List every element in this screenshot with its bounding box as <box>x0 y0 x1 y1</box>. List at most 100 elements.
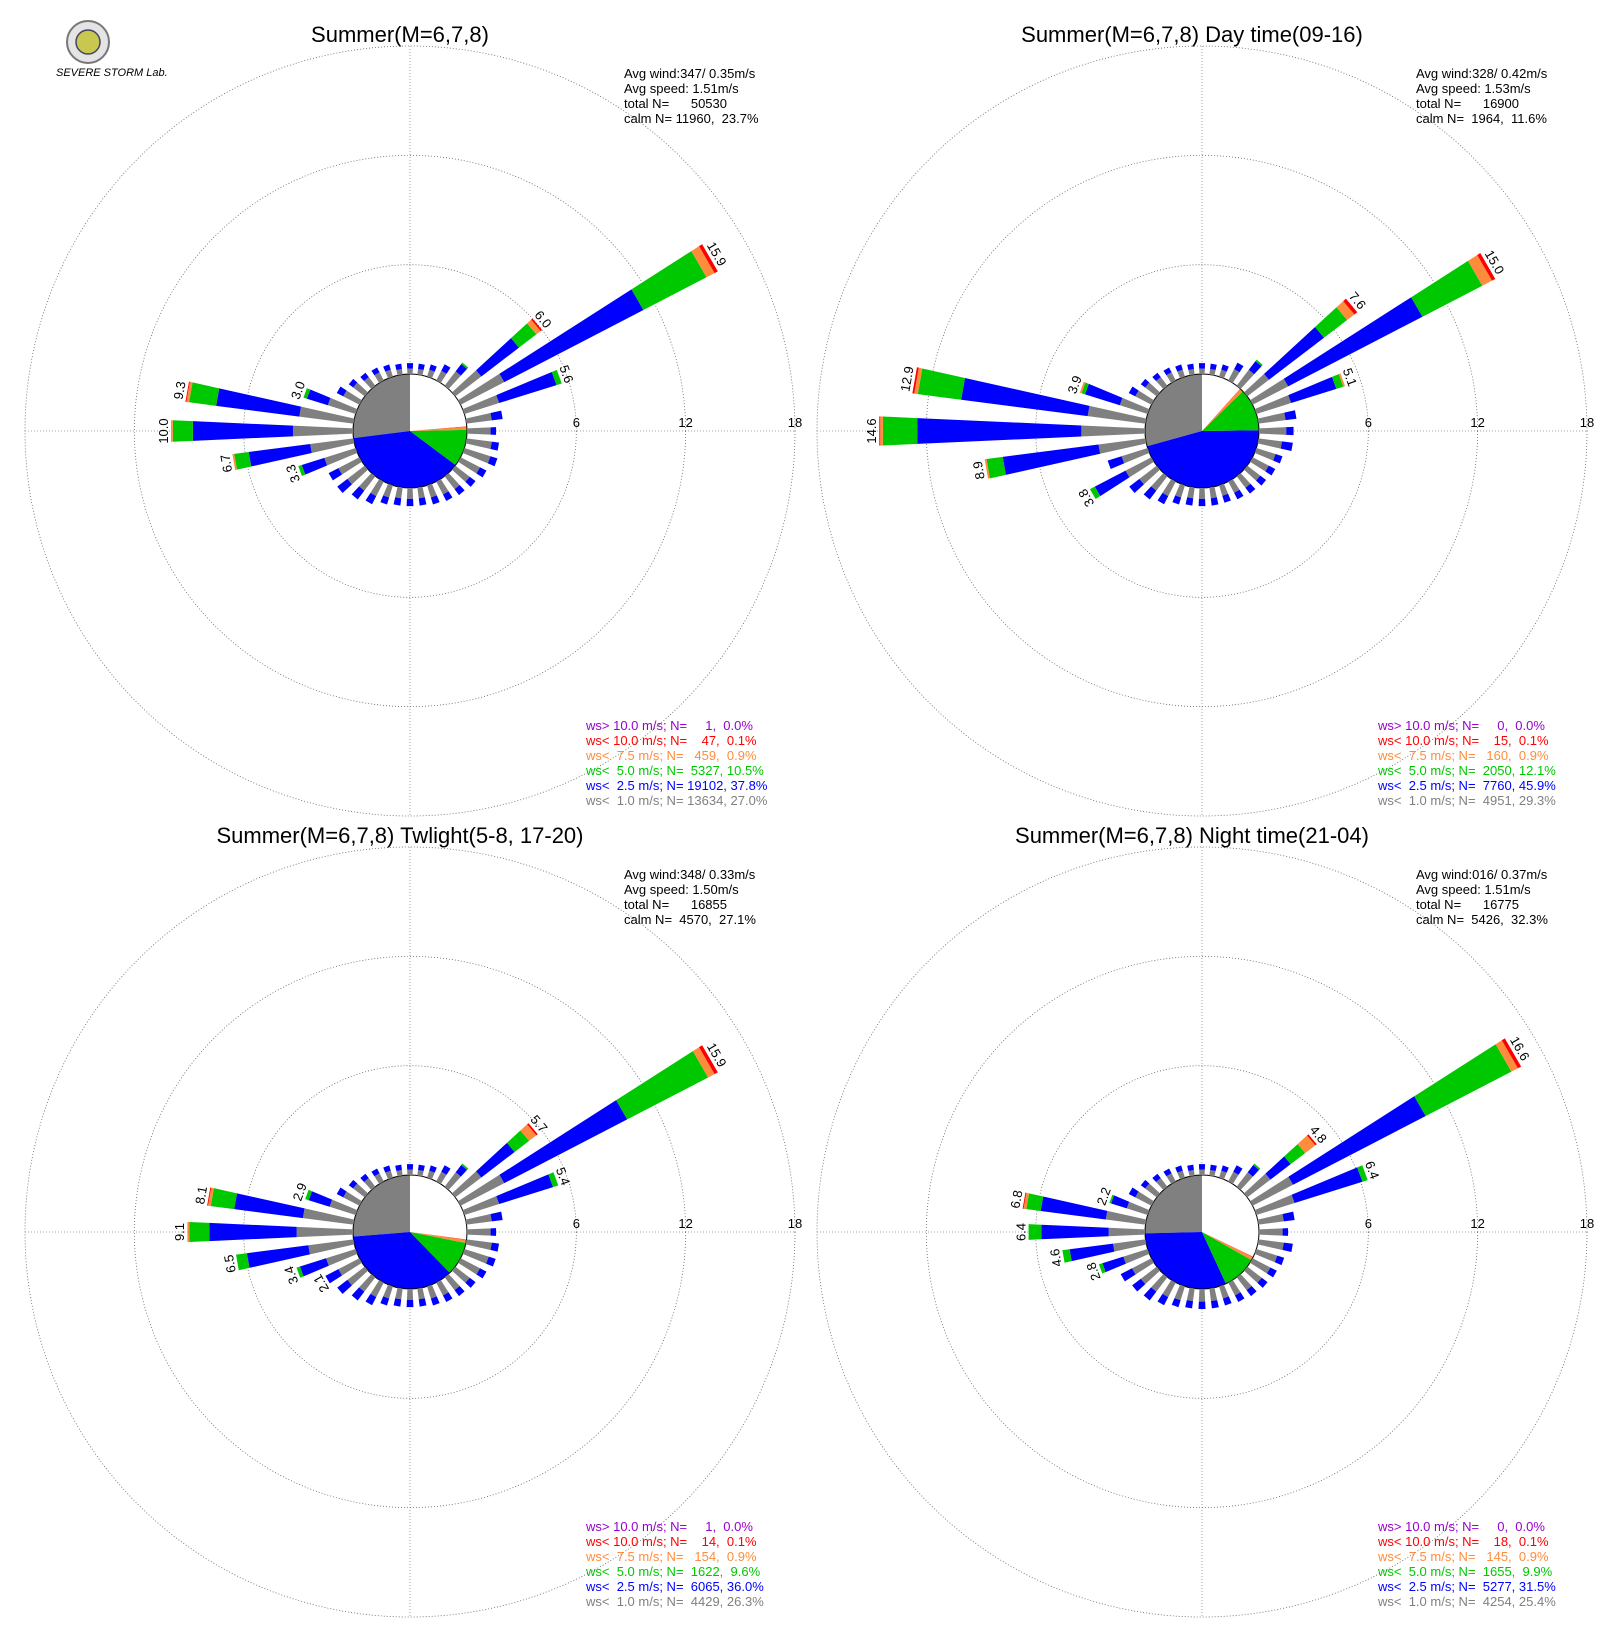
petal-segment <box>1254 448 1276 461</box>
stats-line: total N= 50530 <box>624 96 727 111</box>
grid-ring <box>925 955 1479 1509</box>
petal-segment <box>1023 1192 1030 1210</box>
petal-segment <box>427 483 437 498</box>
petal-total-label: 6.7 <box>217 453 235 473</box>
petal-segment <box>406 1288 414 1300</box>
petal-segment <box>1219 1170 1227 1180</box>
petal-segment <box>490 427 497 435</box>
petal-segment <box>348 1179 358 1189</box>
stats-line: total N= 16855 <box>624 897 727 912</box>
petal-segment <box>631 251 707 311</box>
petal-segment <box>306 389 331 406</box>
petal-segment <box>466 1228 491 1236</box>
petal-segment <box>462 395 500 414</box>
legend-entry: ws< 7.5 m/s; N= 145, 0.9% <box>1377 1549 1549 1564</box>
petal-segment <box>1174 1284 1185 1301</box>
legend-entry: ws< 2.5 m/s; N= 19102, 37.8% <box>585 778 768 793</box>
pie-slice <box>1144 1175 1202 1234</box>
petal-segment <box>1250 1258 1271 1274</box>
petal-segment <box>1087 405 1147 424</box>
petal-segment <box>917 368 965 400</box>
petal-segment <box>1171 1298 1181 1308</box>
petal-segment <box>961 378 1090 417</box>
petal-segment <box>207 1187 212 1206</box>
petal-total-label: 6.4 <box>1013 1223 1028 1241</box>
pie-slice <box>1202 388 1243 431</box>
grid-ring <box>24 45 796 817</box>
petal-segment <box>510 323 537 348</box>
petal-segment <box>691 246 715 278</box>
petal-segment <box>1198 487 1206 499</box>
petal-segment <box>1102 1256 1126 1273</box>
petal-segment <box>324 448 358 466</box>
grid-ring <box>816 45 1588 817</box>
petal-segment <box>1338 373 1346 387</box>
petal-segment <box>374 1173 384 1184</box>
petal-segment <box>442 491 453 502</box>
petal-segment <box>406 498 414 507</box>
petal-segment <box>1210 497 1219 506</box>
petal-segment <box>385 1170 393 1180</box>
petal-segment <box>1264 327 1325 380</box>
petal-segment <box>1041 1224 1109 1240</box>
petal-segment <box>1123 1249 1150 1264</box>
petal-segment <box>1128 386 1139 397</box>
petal-segment <box>406 487 414 499</box>
petal-segment <box>1188 369 1195 376</box>
petal-segment <box>1250 457 1269 472</box>
petal-segment <box>487 456 498 467</box>
pie-slice <box>1202 1232 1254 1258</box>
legend-entry: ws< 7.5 m/s; N= 459, 0.9% <box>585 748 757 763</box>
petal-segment <box>1282 1228 1289 1236</box>
r-tick-label: 18 <box>1580 415 1594 430</box>
legend-entry: ws< 5.0 m/s; N= 1655, 9.9% <box>1377 1564 1553 1579</box>
legend-entry: ws< 1.0 m/s; N= 4254, 25.4% <box>1377 1594 1556 1609</box>
petal-segment <box>1143 1287 1157 1301</box>
petal-segment <box>1266 1267 1277 1278</box>
petal-segment <box>364 377 376 390</box>
petal-segment <box>343 1191 362 1206</box>
petal-segment <box>248 443 312 467</box>
petal-segment <box>192 421 293 441</box>
petal-segment <box>427 1284 437 1299</box>
legend-entry: ws< 2.5 m/s; N= 6065, 36.0% <box>585 1579 764 1594</box>
petal-segment <box>246 1245 310 1268</box>
petal-segment <box>299 406 355 424</box>
petal-segment <box>1125 457 1154 478</box>
petal-segment <box>351 1287 365 1301</box>
petal-segment <box>417 486 425 499</box>
petal-segment <box>1126 1201 1150 1215</box>
petal-segment <box>1152 1173 1161 1182</box>
legend-entry: ws< 5.0 m/s; N= 5327, 10.5% <box>585 763 764 778</box>
petal-segment <box>337 478 352 494</box>
petal-segment <box>1187 1164 1194 1172</box>
petal-segment <box>1282 1211 1295 1222</box>
petal-segment <box>1166 372 1176 383</box>
r-tick-label: 6 <box>573 1216 580 1231</box>
petal-segment <box>1254 1194 1295 1215</box>
petal-segment <box>325 1269 343 1284</box>
petal-segment <box>1098 438 1147 454</box>
petal-segment <box>232 453 238 471</box>
petal-segment <box>880 416 883 446</box>
petal-segment <box>1140 1179 1150 1189</box>
petal-segment <box>1121 448 1150 464</box>
petal-total-label: 3.0 <box>288 379 308 401</box>
petal-segment <box>1152 372 1161 381</box>
petal-segment <box>1210 363 1217 371</box>
petal-segment <box>1109 1194 1115 1204</box>
petal-segment <box>1040 1196 1108 1220</box>
petal-segment <box>496 1174 554 1205</box>
petal-segment <box>328 468 343 481</box>
petal-segment <box>418 363 425 371</box>
petal-segment <box>1120 1268 1136 1282</box>
petal-segment <box>336 386 347 397</box>
petal-segment <box>395 1164 402 1172</box>
petal-segment <box>336 1187 347 1198</box>
grid-ring <box>133 955 687 1509</box>
petal-segment <box>1243 1266 1262 1283</box>
petal-segment <box>1094 470 1130 497</box>
petal-segment <box>1414 1044 1512 1117</box>
petal-segment <box>1140 378 1150 388</box>
petal-segment <box>527 319 541 335</box>
